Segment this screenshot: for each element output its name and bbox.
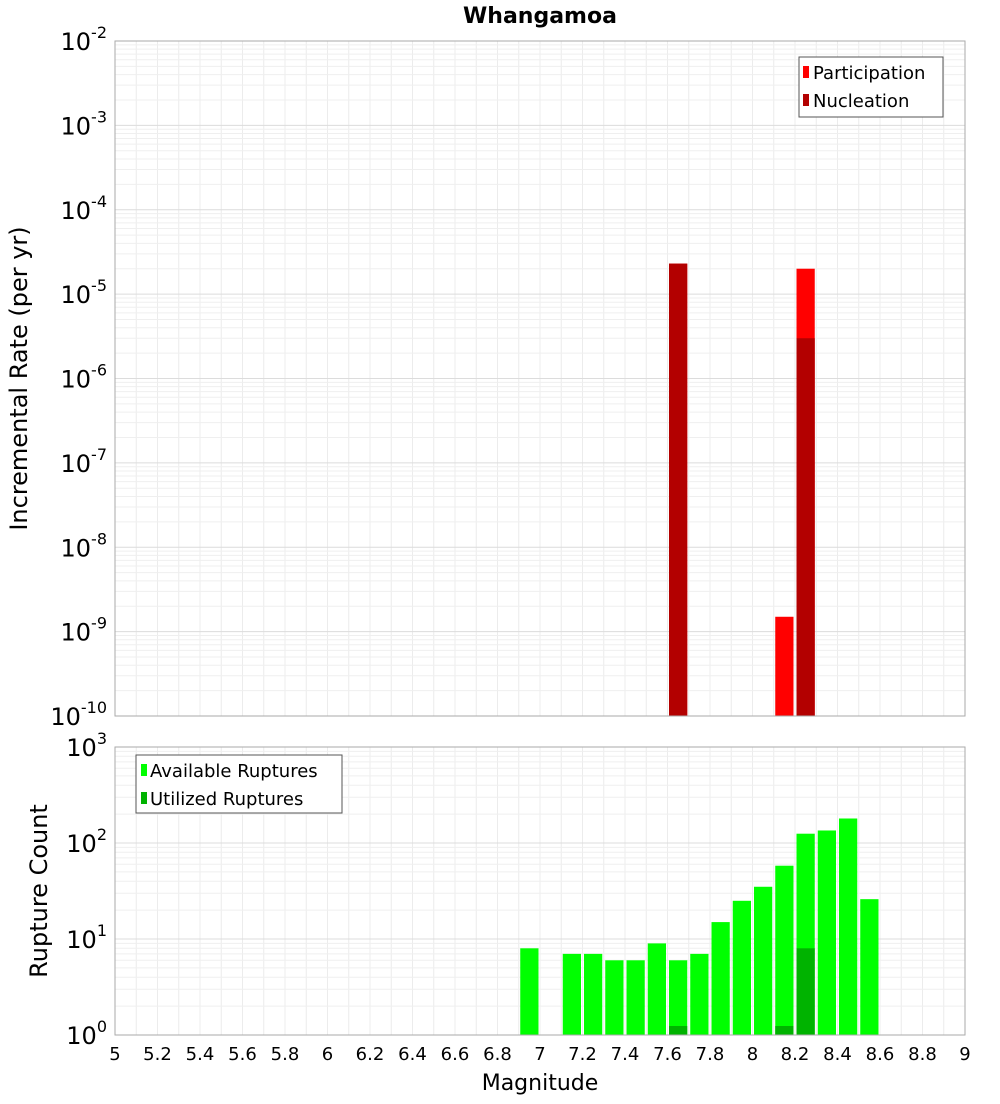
available-ruptures-bar [562,953,581,1035]
x-tick-label: 7.6 [653,1044,682,1065]
top-y-tick-label: 10-7 [61,445,108,478]
top-y-tick-label: 10-2 [61,23,108,56]
top-legend: Participation Nucleation [798,56,944,118]
x-tick-label: 5 [109,1044,120,1065]
x-tick-label: 6.8 [483,1044,512,1065]
available-ruptures-bar [647,943,666,1035]
available-ruptures-bar [520,948,539,1035]
bottom-legend: Available Ruptures Utilized Ruptures [135,754,343,814]
bottom-y-axis-label: Rupture Count [25,804,53,978]
utilized-ruptures-bar [669,1026,688,1035]
available-ruptures-bar [584,953,603,1035]
nucleation-bar [669,263,688,716]
nucleation-bar [796,338,815,716]
legend-swatch-participation [803,66,809,78]
available-ruptures-bar [669,960,688,1035]
top-legend-box [798,56,944,118]
legend-label-utilized: Utilized Ruptures [150,789,303,810]
available-ruptures-bar [775,865,794,1035]
available-ruptures-bar [817,830,836,1035]
available-ruptures-bar [839,818,858,1035]
utilized-ruptures-bar [796,948,815,1035]
top-y-tick-label: 10-4 [61,192,108,225]
top-y-tick-label: 10-3 [61,107,108,140]
bottom-y-tick-label: 101 [66,921,107,954]
x-axis-label: Magnitude [482,1071,599,1096]
available-ruptures-bar [860,899,879,1035]
legend-label-nucleation: Nucleation [813,91,909,112]
x-tick-label: 6.2 [356,1044,385,1065]
x-tick-label: 5.8 [271,1044,300,1065]
x-tick-label: 8 [747,1044,758,1065]
x-tick-label: 7.8 [696,1044,725,1065]
top-y-tick-label: 10-10 [50,698,107,731]
available-ruptures-bar [732,900,751,1035]
x-tick-label: 8.4 [823,1044,852,1065]
top-y-tick-label: 10-5 [61,276,108,309]
x-tick-label: 8.6 [866,1044,895,1065]
x-tick-label: 6.6 [441,1044,470,1065]
x-tick-label: 6.4 [398,1044,427,1065]
x-tick-label: 6 [322,1044,333,1065]
bottom-legend-box [135,754,343,814]
bottom-y-tick-label: 103 [66,729,107,762]
legend-swatch-nucleation [803,94,809,106]
legend-swatch-utilized [141,792,147,804]
x-tick-label: 9 [959,1044,970,1065]
bottom-y-tick-label: 100 [66,1017,107,1050]
bottom-y-tick-label: 102 [66,825,107,858]
utilized-ruptures-bar [775,1026,794,1035]
available-ruptures-bar [626,960,645,1035]
legend-label-available: Available Ruptures [150,761,318,782]
x-tick-label: 5.2 [143,1044,172,1065]
top-plot-frame [114,40,966,717]
x-tick-label: 8.8 [908,1044,937,1065]
x-tick-label: 8.2 [781,1044,810,1065]
x-tick-label: 7 [534,1044,545,1065]
x-tick-label: 7.2 [568,1044,597,1065]
available-ruptures-bar [754,886,773,1035]
top-y-tick-label: 10-9 [61,614,108,647]
legend-label-participation: Participation [813,63,925,84]
top-y-tick-label: 10-6 [61,361,108,394]
top-y-axis-label: Incremental Rate (per yr) [5,226,33,530]
x-tick-label: 5.4 [186,1044,215,1065]
bottom-plot-frame [114,746,966,1036]
top-y-tick-label: 10-8 [61,529,108,562]
participation-bar [775,616,794,716]
chart-title: Whangamoa [463,4,617,29]
available-ruptures-bar [690,953,709,1035]
available-ruptures-bar [711,922,730,1035]
x-tick-label: 5.6 [228,1044,257,1065]
x-tick-label: 7.4 [611,1044,640,1065]
legend-swatch-available [141,764,147,776]
available-ruptures-bar [605,960,624,1035]
